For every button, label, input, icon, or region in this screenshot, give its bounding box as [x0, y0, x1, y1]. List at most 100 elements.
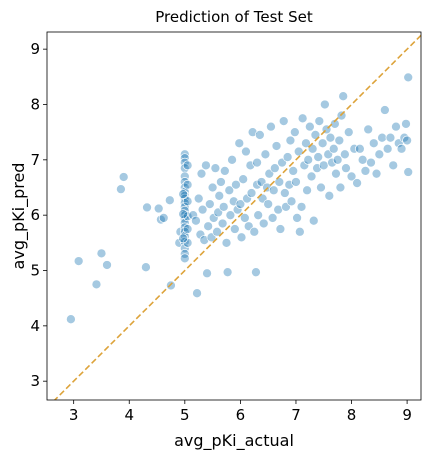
- y-tick-label: 3: [30, 372, 40, 390]
- point: [96, 248, 107, 259]
- point: [306, 171, 317, 182]
- point: [382, 143, 393, 154]
- point: [301, 138, 311, 149]
- point: [179, 149, 190, 160]
- point: [263, 199, 274, 209]
- point: [179, 157, 190, 168]
- point: [178, 209, 189, 219]
- point: [191, 215, 201, 226]
- point: [279, 188, 290, 198]
- point: [214, 190, 225, 201]
- point: [346, 171, 357, 182]
- point: [388, 160, 399, 171]
- point: [182, 160, 193, 171]
- point: [224, 185, 235, 196]
- point: [201, 160, 211, 171]
- x-tick-label: 5: [180, 406, 190, 424]
- point: [241, 146, 251, 157]
- point: [334, 135, 345, 146]
- point: [318, 160, 329, 171]
- x-axis-label: avg_pKi_actual: [174, 431, 294, 451]
- x-tick-label: 4: [124, 406, 134, 424]
- point: [286, 196, 297, 207]
- y-tick-label: 9: [30, 40, 40, 58]
- point: [305, 121, 315, 132]
- x-tick-label: 8: [347, 406, 357, 424]
- point: [193, 193, 204, 204]
- point: [371, 168, 382, 179]
- point: [297, 113, 308, 124]
- point: [313, 152, 324, 162]
- point: [249, 226, 260, 237]
- point: [258, 218, 269, 229]
- point: [179, 190, 190, 201]
- point: [316, 182, 326, 193]
- point: [302, 185, 312, 196]
- point: [295, 226, 305, 237]
- point: [182, 179, 193, 190]
- y-tick-label: 4: [30, 317, 40, 335]
- point: [282, 152, 293, 162]
- point: [102, 260, 112, 270]
- point: [269, 163, 280, 173]
- point: [299, 160, 310, 171]
- point: [266, 121, 276, 132]
- point: [164, 195, 175, 206]
- point: [218, 202, 229, 212]
- point: [331, 168, 341, 179]
- point: [251, 267, 261, 278]
- point: [335, 182, 346, 193]
- point: [288, 166, 299, 176]
- point: [197, 204, 208, 215]
- point: [366, 157, 376, 168]
- point: [222, 267, 233, 278]
- point: [274, 177, 285, 187]
- point: [196, 168, 207, 179]
- point: [253, 210, 264, 221]
- x-tick-label: 3: [69, 406, 79, 424]
- point: [340, 149, 350, 160]
- point: [368, 138, 379, 149]
- point: [317, 138, 328, 149]
- point: [252, 157, 262, 168]
- point: [352, 178, 362, 188]
- point: [153, 203, 164, 214]
- point: [385, 132, 396, 143]
- point: [327, 157, 337, 168]
- point: [328, 143, 339, 154]
- point: [355, 143, 365, 154]
- point: [179, 243, 190, 254]
- point: [278, 116, 289, 126]
- point: [303, 154, 314, 165]
- point: [225, 210, 236, 221]
- point: [292, 213, 302, 223]
- point: [360, 166, 371, 176]
- point: [178, 233, 189, 244]
- point: [403, 72, 414, 83]
- point: [179, 177, 190, 187]
- y-tick-label: 8: [30, 95, 40, 113]
- point: [275, 224, 286, 234]
- point: [401, 119, 411, 129]
- point: [156, 214, 166, 225]
- point: [296, 202, 307, 212]
- point: [232, 204, 243, 215]
- point: [357, 154, 368, 165]
- point: [118, 172, 129, 182]
- x-tick-label: 6: [236, 406, 246, 424]
- x-tick-label: 7: [291, 406, 301, 424]
- point: [188, 210, 199, 221]
- point: [293, 146, 304, 157]
- y-tick-label: 5: [30, 262, 40, 280]
- point: [158, 213, 169, 223]
- point: [235, 199, 246, 209]
- point: [349, 143, 360, 154]
- point: [238, 174, 249, 185]
- y-tick-label: 6: [30, 206, 40, 224]
- y-axis-label: avg_pKi_pred: [9, 163, 29, 270]
- chart-title: Prediction of Test Set: [155, 8, 313, 26]
- point: [268, 185, 279, 196]
- point: [212, 226, 222, 237]
- point: [217, 218, 228, 229]
